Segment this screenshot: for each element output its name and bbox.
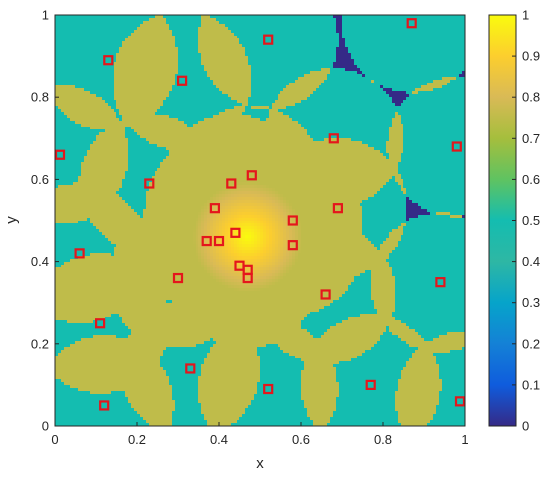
sensor-marker [54, 149, 66, 160]
colorbar-tick-label: 0.6 [522, 172, 540, 187]
x-axis: 0 0.2 0.4 0.6 0.8 1 [51, 422, 469, 447]
colorbar-tick-label: 0.1 [522, 377, 540, 392]
sensor-marker [103, 55, 114, 66]
sensor-marker [406, 18, 417, 29]
colorbar-tick-label: 0.2 [522, 336, 540, 351]
x-tick-label: 0.8 [374, 432, 392, 447]
sensor-marker [287, 240, 298, 251]
colorbar-tick-label: 0.5 [522, 213, 540, 228]
sensor-marker [185, 363, 196, 374]
sensor-marker [320, 289, 331, 300]
sensor-marker [201, 235, 212, 247]
sensor-marker [435, 277, 446, 288]
sensor-marker [287, 215, 298, 226]
x-tick-label: 0.6 [292, 432, 310, 447]
colorbar-axis: 0 0.1 0.2 0.3 0.4 0.5 0.6 0.7 0.8 0.9 1 [512, 8, 540, 434]
sensor-marker [454, 396, 466, 407]
y-axis-title: y [3, 216, 20, 224]
colorbar [488, 14, 517, 427]
y-tick-label: 0.4 [31, 254, 49, 269]
sensor-marker [263, 383, 274, 395]
sensor-marker [144, 178, 155, 189]
x-tick-label: 0.2 [128, 432, 146, 447]
sensor-marker [213, 235, 225, 247]
sensor-marker [74, 248, 85, 259]
heatmap-area [55, 15, 465, 426]
sensor-marker [451, 141, 462, 152]
sensor-marker [328, 133, 339, 144]
colorbar-tick-label: 0 [522, 419, 529, 434]
sensor-marker [99, 400, 110, 411]
sensor-marker [263, 34, 274, 45]
y-tick-label: 0.6 [31, 172, 49, 187]
colorbar-tick-label: 0.7 [522, 131, 540, 146]
y-tick-label: 0.8 [31, 90, 49, 105]
colorbar-tick-label: 0.9 [522, 49, 540, 64]
sensor-markers [54, 18, 466, 411]
x-tick-label: 0 [51, 432, 58, 447]
y-tick-label: 0.2 [31, 336, 49, 351]
sensor-marker [209, 203, 220, 214]
sensor-marker [226, 178, 237, 189]
sensor-marker [94, 318, 106, 329]
plot-frame [54, 14, 466, 427]
x-axis-title: x [256, 455, 264, 472]
colorbar-tick-label: 0.3 [522, 295, 540, 310]
x-tick-label: 1 [461, 432, 468, 447]
sensor-marker [242, 272, 253, 284]
colorbar-tick-label: 0.8 [522, 90, 540, 105]
y-tick-label: 0 [42, 419, 49, 434]
sensor-marker [332, 203, 343, 214]
colorbar-tick-label: 0.4 [522, 254, 540, 269]
colorbar-tick-label: 1 [522, 8, 529, 23]
x-tick-label: 0.4 [210, 432, 228, 447]
sensor-marker [365, 379, 376, 390]
y-tick-label: 1 [42, 8, 49, 23]
sensor-marker [246, 170, 257, 181]
sensor-marker [230, 227, 241, 238]
y-axis: 0 0.2 0.4 0.6 0.8 1 [31, 8, 59, 434]
heatmap-canvas [55, 15, 465, 426]
sensor-marker [177, 75, 188, 86]
sensor-marker [172, 272, 184, 284]
